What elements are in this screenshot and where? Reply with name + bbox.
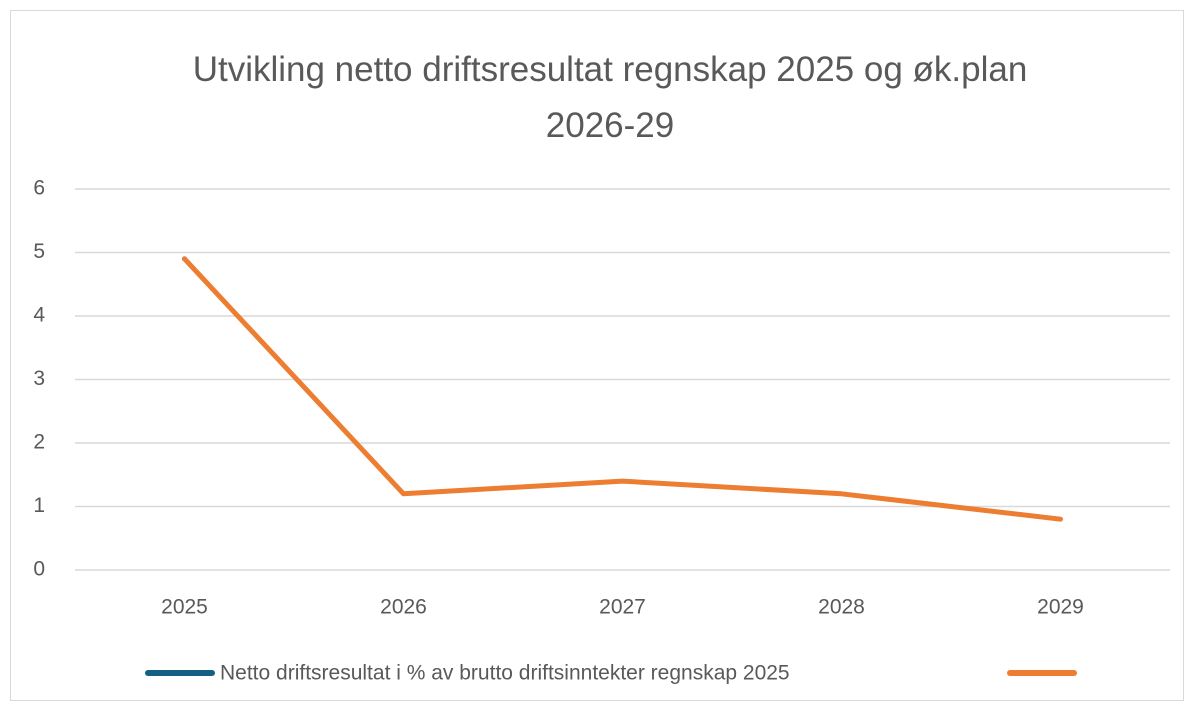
x-tick-label: 2029 xyxy=(1037,596,1084,619)
x-tick-label: 2028 xyxy=(818,596,865,619)
chart-title: Utvikling netto driftsresultat regnskap … xyxy=(192,50,1028,145)
line-series xyxy=(182,256,1063,522)
y-tick-label: 3 xyxy=(33,367,45,390)
y-tick-label: 0 xyxy=(33,558,45,581)
y-tick-label: 5 xyxy=(33,240,45,263)
y-tick-label: 4 xyxy=(33,304,45,327)
x-tick-label: 2027 xyxy=(599,596,646,619)
chart-frame xyxy=(10,10,1184,701)
y-tick-label: 2 xyxy=(33,431,45,454)
legend-label: Netto driftsresultat i % av brutto drift… xyxy=(220,662,790,685)
y-tick-label: 6 xyxy=(33,177,45,200)
y-tick-label: 1 xyxy=(33,494,45,517)
x-tick-label: 2026 xyxy=(380,596,427,619)
x-tick-label: 2025 xyxy=(161,596,208,619)
